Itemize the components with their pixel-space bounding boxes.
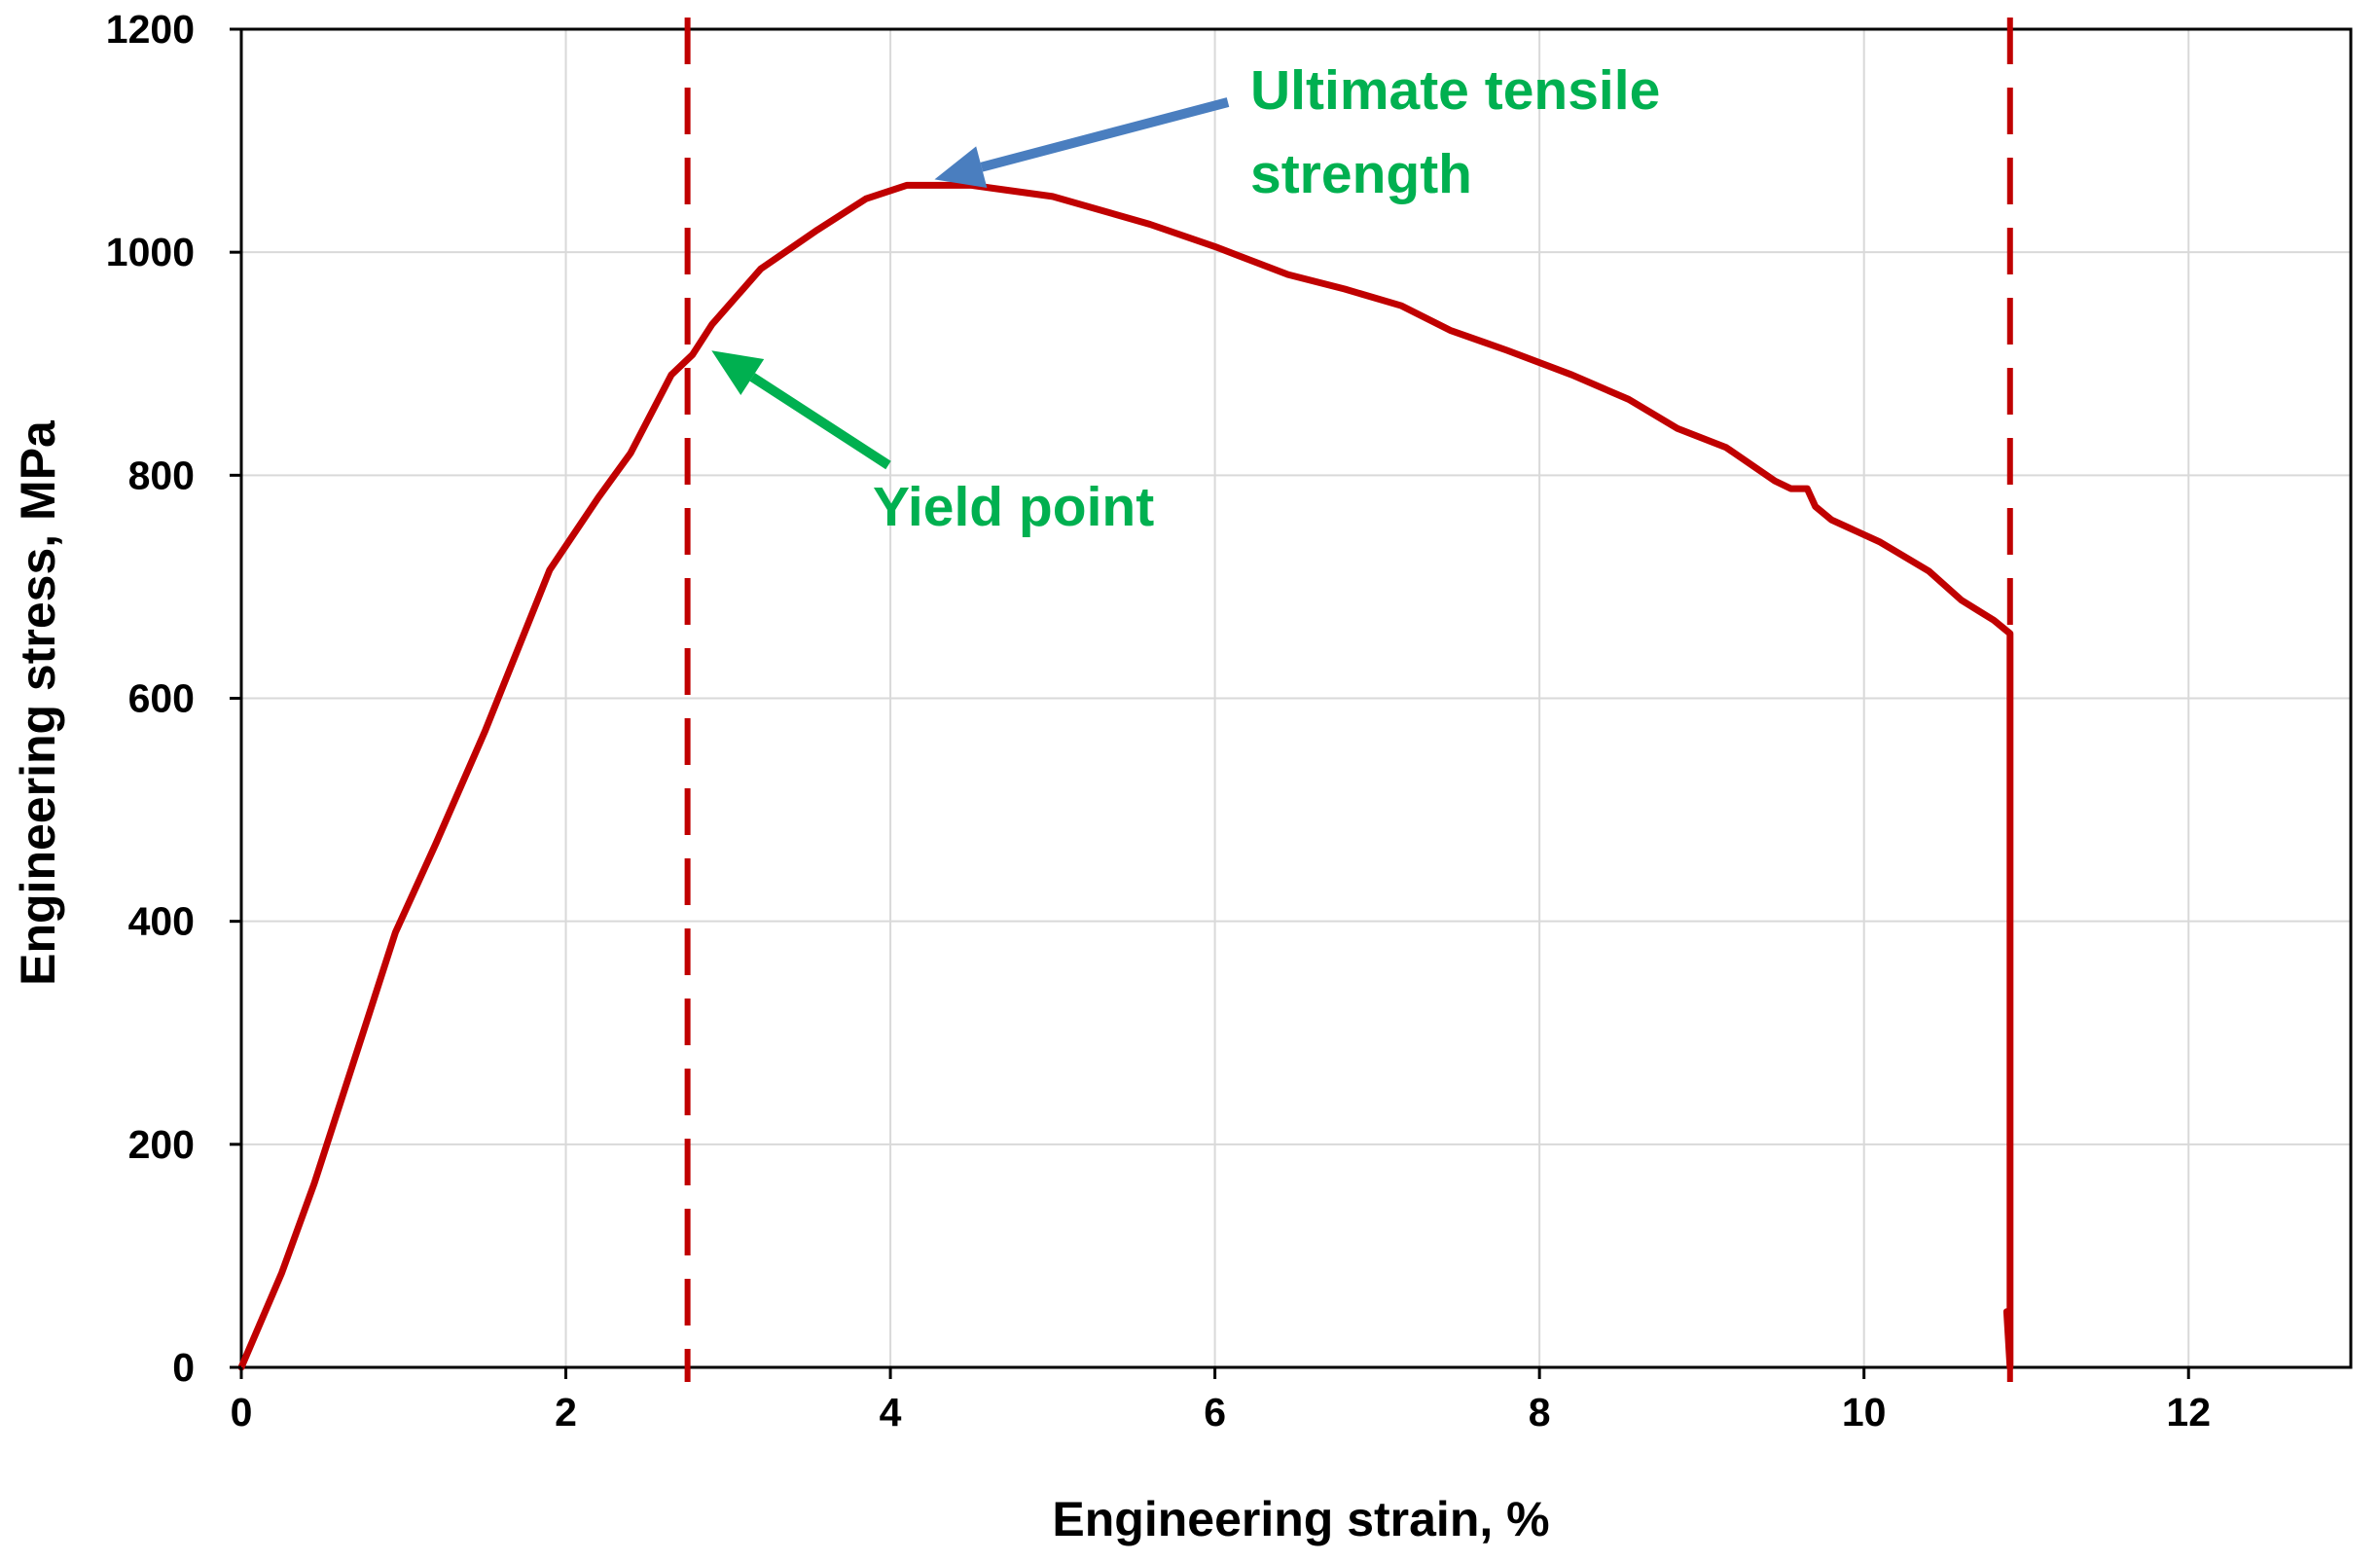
uts-arrow-head [934, 146, 988, 188]
yield-label: Yield point [873, 476, 1154, 538]
y-tick-label: 800 [128, 453, 195, 497]
x-tick-label: 2 [555, 1390, 577, 1435]
y-tick-label: 200 [128, 1122, 195, 1167]
y-axis-title: Engineering stress, MPa [11, 419, 65, 986]
reference-lines [684, 18, 2013, 1382]
grid [240, 28, 2351, 1368]
ticks: 0 2 4 6 8 10 12 0 200 400 600 800 1000 1200 [106, 7, 2211, 1435]
series [237, 181, 2014, 1371]
y-tick-label: 400 [128, 899, 195, 944]
y-tick-label: 600 [128, 676, 195, 721]
yield-arrow-head [711, 350, 765, 395]
x-tick-label: 12 [2166, 1390, 2211, 1435]
y-tick-label: 1200 [106, 7, 195, 52]
x-tick-label: 10 [1842, 1390, 1887, 1435]
x-tick-label: 8 [1529, 1390, 1551, 1435]
x-tick-label: 0 [231, 1390, 253, 1435]
x-axis-title: Engineering strain, % [1052, 1492, 1549, 1546]
yield-arrow-shaft [749, 373, 891, 470]
x-tick-label: 4 [880, 1390, 902, 1435]
stress-strain-curve [237, 181, 2014, 1371]
uts-arrow-shaft [980, 97, 1230, 172]
uts-label: Ultimate tensile [1250, 59, 1660, 122]
y-tick-label: 0 [172, 1345, 195, 1390]
uts-label: strength [1250, 143, 1472, 205]
annotations: Ultimate tensile strength Yield point [711, 59, 1660, 538]
x-tick-label: 6 [1204, 1390, 1226, 1435]
y-tick-label: 1000 [106, 230, 195, 274]
